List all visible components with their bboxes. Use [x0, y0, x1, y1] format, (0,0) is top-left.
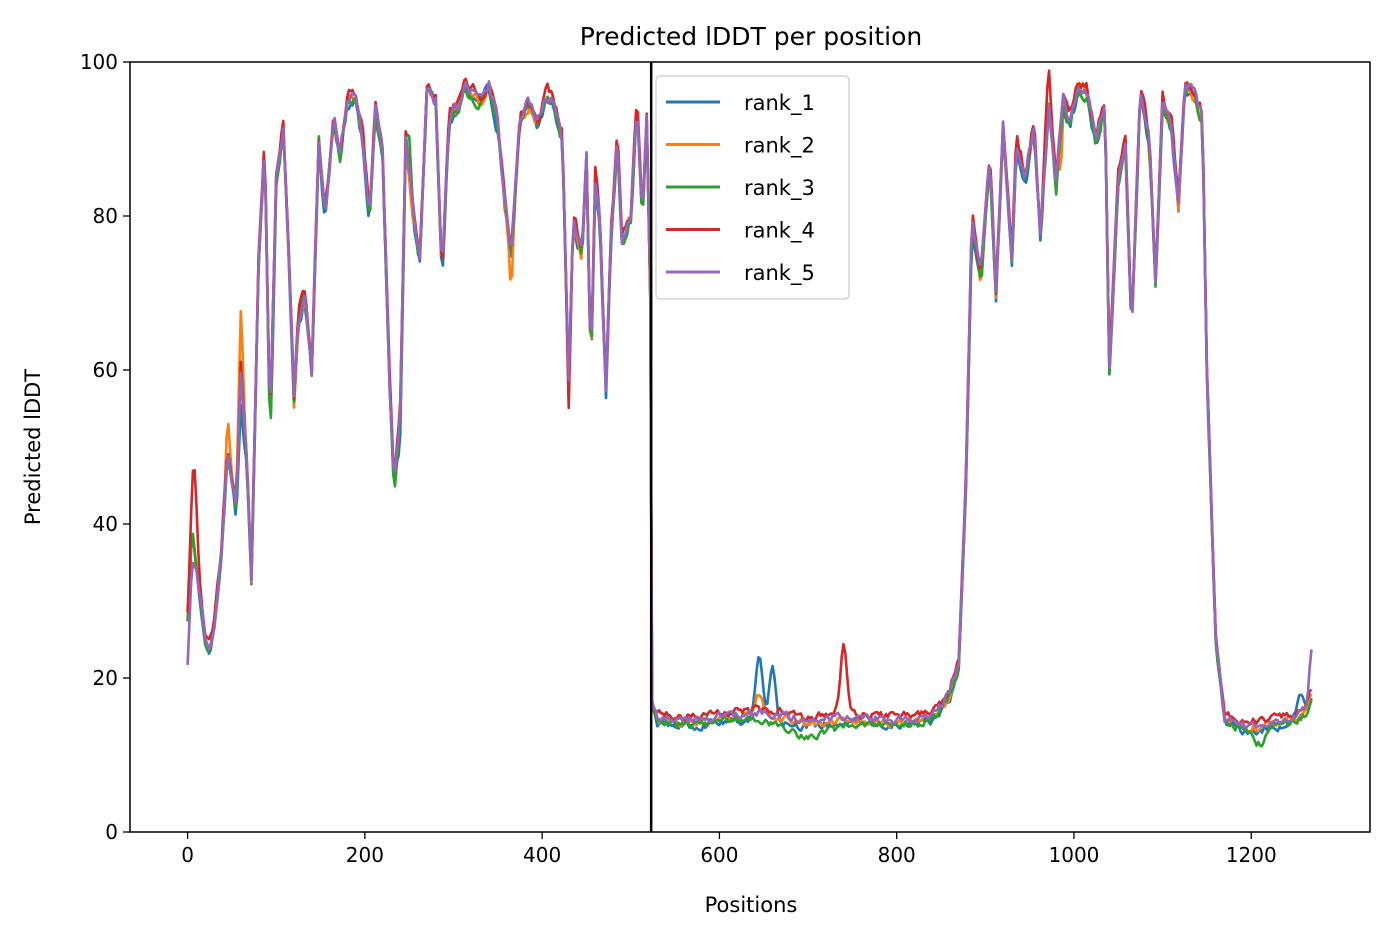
y-tick-label: 40	[93, 512, 118, 536]
x-tick-label: 600	[700, 843, 738, 867]
legend-box	[655, 75, 850, 300]
legend-label-rank_4: rank_4	[744, 219, 815, 244]
legend: rank_1 rank_2 rank_3 rank_4 rank_5	[655, 75, 850, 300]
series-layer	[186, 69, 1313, 748]
y-tick-label: 20	[93, 666, 118, 690]
y-axis-ticks: 0 20 40 60 80 100	[80, 50, 130, 844]
legend-label-rank_1: rank_1	[744, 91, 815, 116]
x-tick-label: 1000	[1049, 843, 1100, 867]
chart-title: Predicted lDDT per position	[580, 22, 922, 51]
y-tick-label: 100	[80, 50, 118, 74]
plot-frame	[129, 61, 1371, 833]
x-axis-ticks: 0 200 400 600 800 1000 1200	[181, 832, 1277, 867]
y-tick-label: 80	[93, 204, 118, 228]
x-tick-label: 800	[878, 843, 916, 867]
legend-label-rank_2: rank_2	[744, 134, 815, 159]
y-tick-label: 0	[105, 820, 118, 844]
x-tick-label: 200	[346, 843, 384, 867]
legend-label-rank_5: rank_5	[744, 261, 815, 286]
legend-label-rank_3: rank_3	[744, 176, 815, 201]
series-line-rank_5	[186, 80, 1313, 730]
x-tick-label: 0	[181, 843, 194, 867]
y-tick-label: 60	[93, 358, 118, 382]
x-tick-label: 1200	[1226, 843, 1277, 867]
x-tick-label: 400	[523, 843, 561, 867]
y-axis-title: Predicted lDDT	[21, 369, 45, 525]
x-axis-title: Positions	[705, 893, 798, 917]
